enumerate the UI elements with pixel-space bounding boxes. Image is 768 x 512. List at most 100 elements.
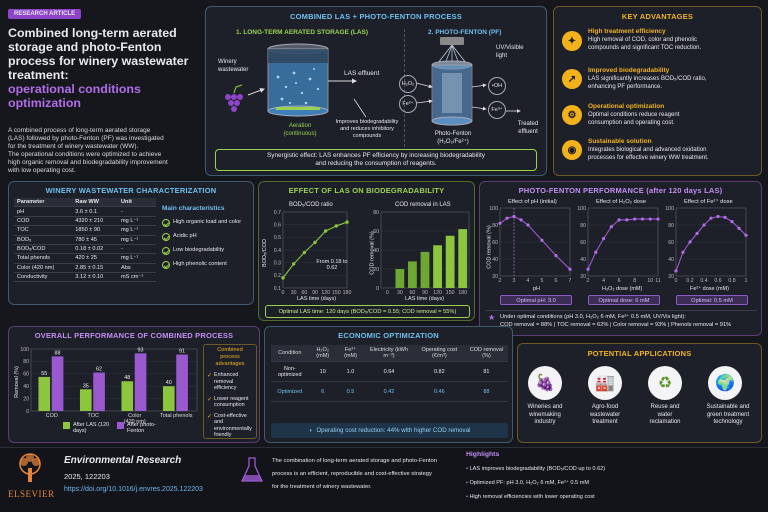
- y-tick-label: 20: [23, 396, 29, 402]
- data-label: 62: [96, 367, 102, 373]
- x-tick-label: 3: [513, 278, 516, 284]
- series-line: [587, 218, 658, 270]
- x-tick-label: COD: [46, 413, 58, 419]
- synergy-box: Synergistic effect: LAS enhances PF effi…: [215, 149, 537, 171]
- treated-effluent-label: Treated effluent: [517, 121, 539, 135]
- list-item-label: High organic load and color: [173, 219, 242, 225]
- trend-up-icon: ↗: [562, 69, 582, 89]
- article-badge: RESEARCH ARTICLE: [8, 9, 82, 19]
- doi-link[interactable]: https://doi.org/10.1016/j.envres.2025.12…: [64, 486, 203, 493]
- application-line: water: [657, 411, 673, 418]
- highlight-text: High removal efficiencies with lower ope…: [469, 494, 595, 500]
- publisher-name: ELSEVIER: [8, 489, 55, 499]
- x-tick-label: Total phenols: [160, 413, 193, 419]
- table-header: Raw WW: [72, 198, 119, 208]
- table-header: COD removal (%): [464, 345, 508, 362]
- y-tick-label: 60: [492, 240, 498, 246]
- economic-panel: ECONOMIC OPTIMIZATION Condition H₂O₂ (mM…: [264, 326, 513, 443]
- list-item: ✓ Lower reagent consumption: [207, 396, 253, 409]
- y-tick-label: 0.4: [274, 248, 281, 254]
- grapes-icon: 🍇: [528, 366, 562, 400]
- x-tick-label: 60: [410, 290, 416, 296]
- legend-after-las: After LAS (120 days): [63, 422, 115, 434]
- journal-year-volume: 2025, 122203: [64, 472, 110, 481]
- x-tick-label: 2: [587, 278, 590, 284]
- advantage-title: High treatment efficiency: [588, 28, 666, 35]
- x-tick-label: 150: [446, 290, 455, 296]
- list-item-label: Low biodegradability: [173, 247, 224, 253]
- data-point: [656, 217, 660, 221]
- uv-label: UV/Visible light: [496, 45, 524, 59]
- y-tick-label: 100: [489, 206, 498, 212]
- bar: [51, 356, 64, 411]
- application-line: Agro-food: [591, 404, 619, 410]
- y-tick-label: 0.7: [274, 210, 281, 216]
- advantage-title: Sustainable solution: [588, 138, 652, 145]
- x-tick-label: 120: [433, 290, 442, 296]
- x-tick-label: 180: [343, 290, 352, 296]
- characterization-table: Parameter Raw WW Unit pH 3.6 ± 0.1- COD 4320…: [14, 198, 156, 283]
- fe3-badge: Fe³⁺: [488, 101, 506, 119]
- x-tick-label: 8: [633, 278, 636, 284]
- table-cell: Non-optimized: [271, 361, 309, 382]
- bar: [93, 372, 105, 411]
- table-cell: mg L⁻¹: [118, 225, 156, 236]
- table-cell: 3.6 ± 0.1: [72, 206, 119, 217]
- table-cell: mg L⁻¹: [118, 253, 156, 264]
- bar: [176, 354, 188, 411]
- highlights-title: Highlights: [466, 451, 500, 458]
- pf-chart1-xlabel: pH: [533, 286, 541, 292]
- x-tick-label: (420 nm): [124, 419, 146, 425]
- x-tick-label: 1: [745, 278, 748, 284]
- grapes-icon: [225, 84, 243, 112]
- list-item: • High removal efficiencies with lower o…: [466, 490, 696, 504]
- list-item-label: High phenolic content: [173, 261, 227, 267]
- data-point: [334, 224, 339, 228]
- advantage-line: consumption and operating cost.: [588, 119, 675, 126]
- overall-ylabel: Removal (%): [13, 366, 20, 398]
- highlight-text: Optimized PF: pH 3.0, H₂O₂ 6 mM, Fe²⁺ 0.…: [469, 480, 590, 486]
- h2o2-badge: H₂O₂: [399, 75, 417, 93]
- cost-reduction-note: ◖ Operating cost reduction: 44% with high…: [271, 423, 508, 438]
- main-characteristics-title: Main characteristics: [162, 205, 225, 212]
- x-tick-label: 0: [282, 290, 285, 296]
- table-cell: 3.12 ± 0.10: [72, 272, 119, 283]
- advantage-line: High removal of COD, color and phenolic: [588, 37, 698, 43]
- bar: [458, 229, 468, 288]
- y-tick-label: 20: [668, 274, 674, 280]
- main-characteristics-list: High organic load and color Acidic pH Lo…: [162, 219, 250, 269]
- data-point: [498, 221, 502, 225]
- recycle-icon: ♻: [648, 366, 682, 400]
- star-icon: ★: [488, 313, 496, 322]
- applications-title: POTENTIAL APPLICATIONS: [587, 349, 692, 358]
- check-icon: ✓: [207, 373, 213, 379]
- table-cell: mg L⁻¹: [118, 235, 156, 245]
- advantage-line: compounds and significant TOC reduction.: [588, 44, 702, 51]
- list-item: • LAS improves biodegradability (BOD₅/CO…: [466, 462, 696, 476]
- data-point: [586, 267, 590, 271]
- fe2-badge: Fe²⁺: [399, 95, 417, 113]
- list-item: • Optimized PF: pH 3.0, H₂O₂ 6 mM, Fe²⁺ …: [466, 476, 696, 490]
- las-effluent-label: LAS effluent: [344, 70, 380, 77]
- table-row: Color (420 nm) 2.85 ± 0.15 Abs: [14, 263, 156, 274]
- y-tick-label: 100: [20, 347, 29, 353]
- data-point: [648, 217, 652, 221]
- data-point: [640, 217, 645, 221]
- application-line: industry: [534, 419, 556, 425]
- check-icon: ✓: [207, 396, 213, 403]
- application-label: Sustainable and green treatment technology: [698, 404, 758, 427]
- bar: [445, 235, 455, 288]
- advantage-text: High removal of COD, color and phenolic c…: [588, 37, 701, 52]
- data-point: [695, 231, 699, 236]
- bar: [121, 381, 134, 411]
- table-cell: 0.46: [413, 381, 465, 402]
- advantages-panel: KEY ADVANTAGES ✦ High treatment efficien…: [553, 6, 762, 176]
- list-item-label: Lower reagent consumption: [214, 395, 249, 409]
- advantage-text: Integrates biological and advanced oxida…: [588, 147, 709, 162]
- table-cell: 2.85 ± 0.15: [72, 263, 119, 274]
- data-label: 88: [55, 350, 61, 356]
- y-tick-label: 40: [373, 248, 379, 254]
- data-point: [709, 216, 713, 220]
- las-effect-title: EFFECT OF LAS ON BIODEGRADABILITY: [288, 186, 445, 195]
- y-tick-label: 100: [665, 206, 674, 212]
